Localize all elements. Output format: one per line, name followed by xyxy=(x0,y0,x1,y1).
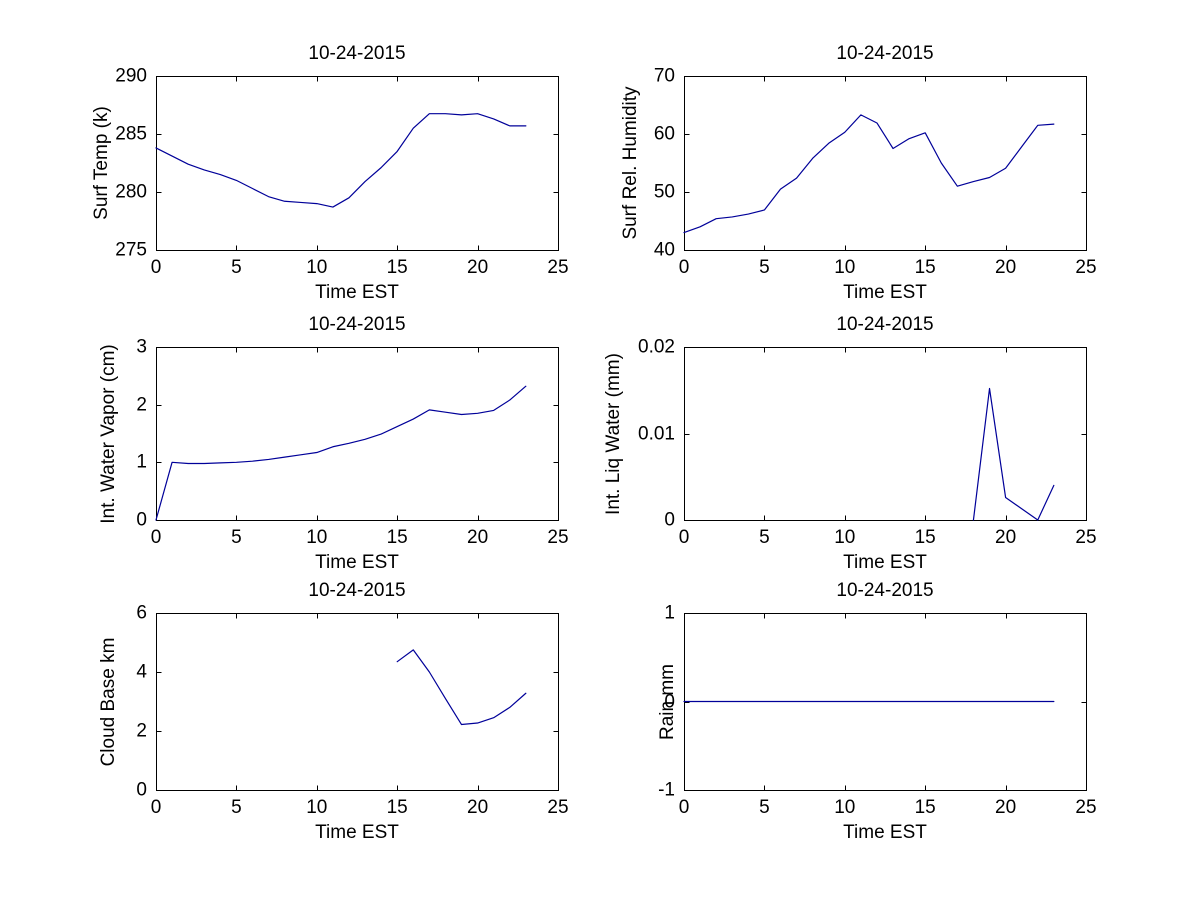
chart-title: 10-24-2015 xyxy=(836,580,934,601)
y-tick-label: 285 xyxy=(115,123,147,145)
y-tick-label: 2 xyxy=(136,394,147,416)
chart-title: 10-24-2015 xyxy=(308,580,406,601)
y-tick-label: 50 xyxy=(653,181,675,203)
plot-area xyxy=(155,347,559,521)
y-tick-label: 1 xyxy=(664,602,675,624)
y-axis-label: Surf Temp (k) xyxy=(91,106,112,220)
chart-title: 10-24-2015 xyxy=(308,43,406,64)
y-tick-label: 40 xyxy=(653,239,675,261)
x-tick-label: 25 xyxy=(547,797,569,818)
y-tick-label: -1 xyxy=(658,779,675,801)
x-axis-label: Time EST xyxy=(315,822,399,843)
y-tick-label: 6 xyxy=(136,602,147,624)
x-tick-label: 20 xyxy=(995,797,1017,818)
y-axis-label: Int. Water Vapor (cm) xyxy=(98,343,119,524)
x-tick-label: 25 xyxy=(1075,527,1097,548)
x-axis-label: Time EST xyxy=(315,282,399,303)
x-tick-label: 5 xyxy=(759,257,770,278)
x-tick-label: 20 xyxy=(995,257,1017,278)
y-axis-label: Int. Liq Water (mm) xyxy=(603,352,624,515)
y-tick-label: 0 xyxy=(664,691,675,712)
x-tick-label: 0 xyxy=(150,257,162,278)
x-tick-label: 15 xyxy=(386,797,408,818)
y-tick-label: 4 xyxy=(136,661,147,683)
subplot-surf-rel-humidity: 10-24-2015 Surf Rel. Humidity Time EST 0… xyxy=(620,44,1097,302)
plot-area xyxy=(684,347,1087,521)
x-tick-label: 5 xyxy=(231,797,242,818)
y-tick-label: 280 xyxy=(115,181,147,203)
x-tick-label: 10 xyxy=(834,257,856,278)
x-tick-label: 20 xyxy=(467,797,489,818)
y-axis-label: Surf Rel. Humidity xyxy=(620,86,641,240)
x-tick-label: 0 xyxy=(678,527,690,548)
x-axis-label: Time EST xyxy=(315,552,399,573)
y-tick-label: 1 xyxy=(136,451,147,473)
y-tick-label: 2 xyxy=(136,720,147,742)
x-tick-label: 0 xyxy=(678,257,690,278)
x-tick-label: 0 xyxy=(150,527,162,548)
x-tick-label: 10 xyxy=(306,257,328,278)
plot-area xyxy=(155,76,559,251)
x-tick-label: 10 xyxy=(834,527,856,548)
x-tick-label: 0 xyxy=(150,797,162,818)
x-axis-label: Time EST xyxy=(843,822,927,843)
x-tick-label: 15 xyxy=(914,257,936,278)
chart-title: 10-24-2015 xyxy=(836,314,934,335)
y-tick-label: 0.01 xyxy=(638,423,675,444)
x-tick-label: 15 xyxy=(914,797,936,818)
x-tick-label: 25 xyxy=(547,527,569,548)
y-tick-label: 290 xyxy=(115,65,147,87)
x-tick-label: 25 xyxy=(547,257,569,278)
y-tick-label: 70 xyxy=(653,65,675,87)
x-tick-label: 0 xyxy=(678,797,690,818)
x-tick-label: 10 xyxy=(834,797,856,818)
x-tick-label: 10 xyxy=(306,797,328,818)
x-tick-label: 15 xyxy=(914,527,936,548)
y-tick-label: 275 xyxy=(115,239,147,261)
y-tick-label: 0.02 xyxy=(638,336,675,358)
x-tick-label: 5 xyxy=(759,527,770,548)
x-tick-label: 25 xyxy=(1075,257,1097,278)
y-tick-label: 60 xyxy=(653,123,675,145)
x-axis-label: Time EST xyxy=(843,282,927,303)
subplot-int-water-vapor: 10-24-2015 Int. Water Vapor (cm) Time ES… xyxy=(98,315,569,572)
plot-area xyxy=(683,76,1087,251)
x-tick-label: 5 xyxy=(231,527,242,548)
x-tick-label: 25 xyxy=(1075,797,1097,818)
y-tick-label: 0 xyxy=(136,779,147,801)
x-tick-label: 15 xyxy=(386,527,408,548)
plot-area xyxy=(156,613,559,791)
x-tick-label: 5 xyxy=(759,797,770,818)
x-tick-label: 15 xyxy=(386,257,408,278)
y-tick-label: 3 xyxy=(136,336,147,358)
x-axis-label: Time EST xyxy=(843,552,927,573)
x-tick-label: 20 xyxy=(467,257,489,278)
y-tick-label: 0 xyxy=(136,509,147,531)
subplot-cloud-base: 10-24-2015 Cloud Base km Time EST 0 5 10 15… xyxy=(98,581,569,842)
x-tick-label: 10 xyxy=(306,527,328,548)
x-tick-label: 5 xyxy=(231,257,242,278)
y-tick-label: 0 xyxy=(664,509,675,531)
chart-title: 10-24-2015 xyxy=(308,314,406,335)
x-tick-label: 20 xyxy=(467,527,489,548)
chart-title: 10-24-2015 xyxy=(836,43,934,64)
y-axis-label: Cloud Base km xyxy=(98,637,119,766)
x-tick-label: 20 xyxy=(995,527,1017,548)
subplot-surf-temp: 10-24-2015 Surf Temp (k) Time EST 0 5 10 15… xyxy=(91,44,569,302)
subplot-int-liq-water: 10-24-2015 Int. Liq Water (mm) Time EST … xyxy=(603,315,1097,572)
subplot-rain: 10-24-2015 Rain mm Time EST 0 5 10 15 20 25 -1… xyxy=(657,581,1097,842)
plot-area xyxy=(683,613,1087,791)
